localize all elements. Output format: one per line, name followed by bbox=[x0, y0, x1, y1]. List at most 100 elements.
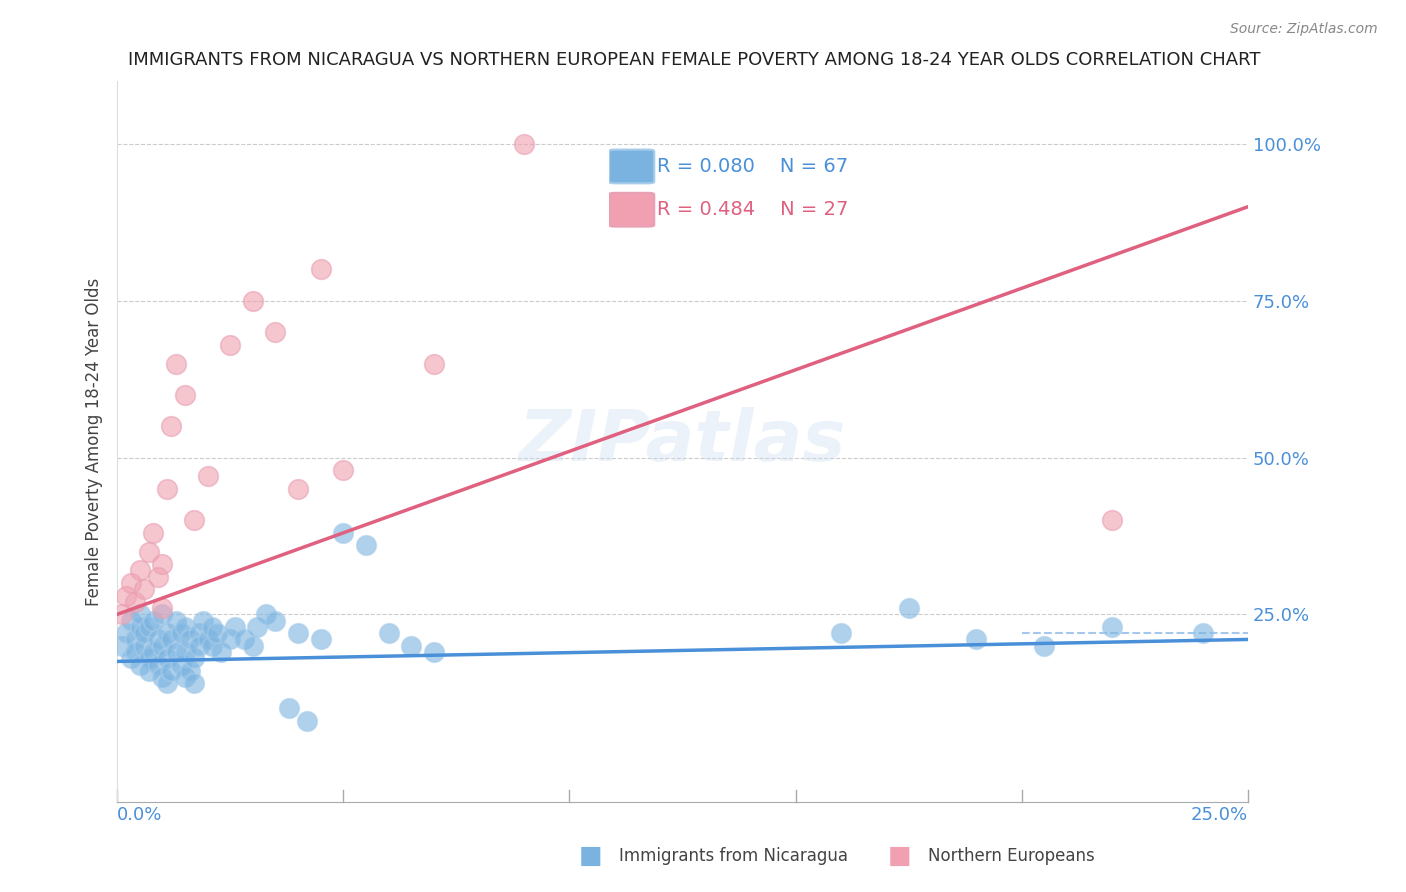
Point bbox=[165, 614, 187, 628]
Point bbox=[115, 626, 138, 640]
Point bbox=[138, 651, 160, 665]
Point bbox=[169, 657, 191, 672]
Point bbox=[142, 645, 165, 659]
Point bbox=[169, 626, 191, 640]
Point bbox=[142, 525, 165, 540]
Point bbox=[146, 570, 169, 584]
Point bbox=[399, 639, 422, 653]
Point bbox=[165, 357, 187, 371]
Point bbox=[124, 645, 146, 659]
Point bbox=[1101, 513, 1123, 527]
Point bbox=[124, 632, 146, 647]
Point bbox=[152, 601, 174, 615]
Point bbox=[124, 595, 146, 609]
Point bbox=[197, 469, 219, 483]
Y-axis label: Female Poverty Among 18-24 Year Olds: Female Poverty Among 18-24 Year Olds bbox=[86, 277, 103, 606]
Point bbox=[174, 670, 197, 684]
Point bbox=[423, 645, 446, 659]
Point bbox=[264, 325, 287, 339]
Point bbox=[174, 645, 197, 659]
Text: IMMIGRANTS FROM NICARAGUA VS NORTHERN EUROPEAN FEMALE POVERTY AMONG 18-24 YEAR O: IMMIGRANTS FROM NICARAGUA VS NORTHERN EU… bbox=[128, 51, 1261, 69]
Point bbox=[209, 645, 232, 659]
Point bbox=[156, 651, 179, 665]
Point bbox=[309, 632, 332, 647]
Point bbox=[134, 626, 156, 640]
Point bbox=[138, 544, 160, 558]
Point bbox=[254, 607, 277, 622]
Text: ■: ■ bbox=[579, 845, 602, 868]
Point bbox=[295, 714, 318, 728]
Point bbox=[165, 645, 187, 659]
Point bbox=[160, 664, 183, 678]
Point bbox=[174, 388, 197, 402]
Point bbox=[332, 463, 354, 477]
Point bbox=[377, 626, 399, 640]
Point bbox=[120, 651, 142, 665]
Point bbox=[183, 513, 205, 527]
Point bbox=[111, 607, 134, 622]
Point bbox=[134, 582, 156, 597]
Point bbox=[115, 589, 138, 603]
Point bbox=[201, 620, 224, 634]
Point bbox=[187, 639, 209, 653]
Point bbox=[120, 614, 142, 628]
Point bbox=[111, 639, 134, 653]
Point bbox=[128, 564, 150, 578]
Point bbox=[287, 482, 309, 496]
Point bbox=[966, 632, 988, 647]
Point bbox=[224, 620, 246, 634]
Point bbox=[142, 614, 165, 628]
Point bbox=[120, 576, 142, 591]
Point bbox=[160, 419, 183, 434]
Point bbox=[232, 632, 254, 647]
Point bbox=[191, 614, 214, 628]
Point bbox=[179, 632, 201, 647]
Point bbox=[134, 639, 156, 653]
Point bbox=[146, 657, 169, 672]
Point bbox=[152, 639, 174, 653]
Point bbox=[183, 676, 205, 690]
Point bbox=[246, 620, 269, 634]
Text: Source: ZipAtlas.com: Source: ZipAtlas.com bbox=[1230, 22, 1378, 37]
Point bbox=[152, 670, 174, 684]
Point bbox=[219, 632, 242, 647]
Text: 25.0%: 25.0% bbox=[1191, 805, 1249, 823]
Point bbox=[219, 337, 242, 351]
Point bbox=[156, 482, 179, 496]
Point bbox=[309, 262, 332, 277]
Point bbox=[513, 136, 536, 151]
Point bbox=[264, 614, 287, 628]
Point bbox=[138, 620, 160, 634]
Point bbox=[152, 558, 174, 572]
Text: ■: ■ bbox=[889, 845, 911, 868]
Point bbox=[174, 620, 197, 634]
Point bbox=[354, 538, 377, 552]
Point bbox=[179, 664, 201, 678]
Point bbox=[128, 657, 150, 672]
Point bbox=[287, 626, 309, 640]
Point bbox=[128, 620, 150, 634]
Point bbox=[1033, 639, 1056, 653]
Point bbox=[156, 676, 179, 690]
Text: 0.0%: 0.0% bbox=[117, 805, 163, 823]
Point bbox=[146, 632, 169, 647]
Point bbox=[1191, 626, 1213, 640]
Point bbox=[242, 293, 264, 308]
Point bbox=[332, 525, 354, 540]
Point bbox=[183, 651, 205, 665]
Point bbox=[197, 632, 219, 647]
Point bbox=[830, 626, 852, 640]
Point bbox=[201, 639, 224, 653]
Text: ZIPatlas: ZIPatlas bbox=[519, 408, 846, 476]
Point bbox=[156, 626, 179, 640]
Point bbox=[423, 357, 446, 371]
Text: Northern Europeans: Northern Europeans bbox=[928, 847, 1095, 865]
Point bbox=[138, 664, 160, 678]
Text: Immigrants from Nicaragua: Immigrants from Nicaragua bbox=[619, 847, 848, 865]
Point bbox=[1101, 620, 1123, 634]
Point bbox=[242, 639, 264, 653]
Point bbox=[187, 626, 209, 640]
Point bbox=[128, 607, 150, 622]
Point bbox=[160, 632, 183, 647]
Point bbox=[897, 601, 920, 615]
